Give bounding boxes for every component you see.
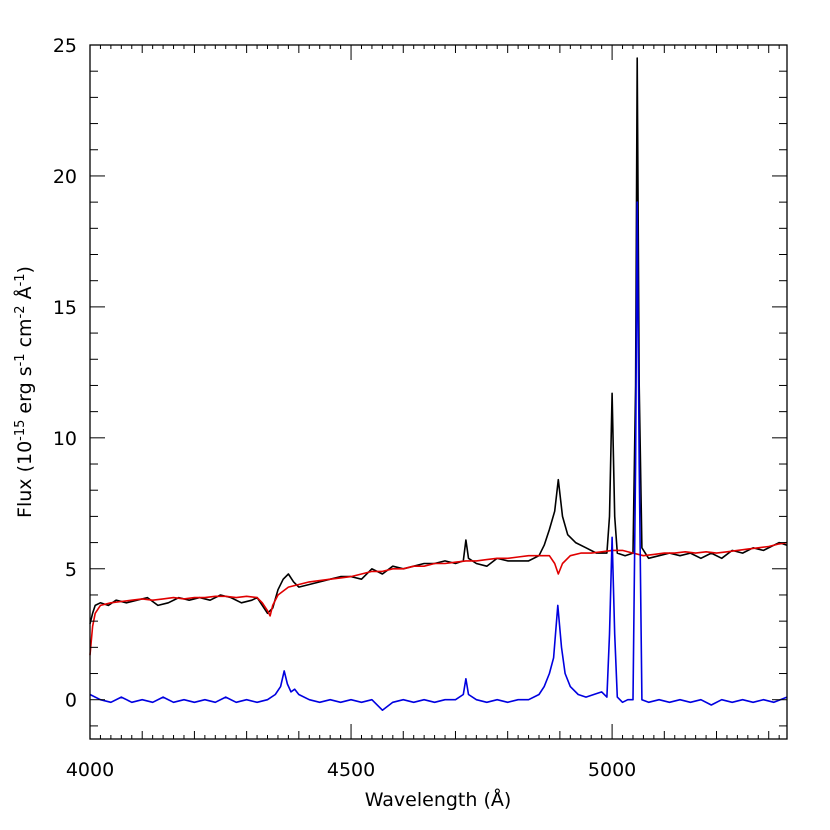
x-axis-label: Wavelength (Å) (365, 788, 512, 811)
y-tick-label: 25 (53, 35, 77, 57)
y-axis-label-part: erg s (14, 366, 36, 419)
plot-frame (89, 44, 788, 740)
y-axis-label-sup: -2 (13, 305, 28, 318)
x-tick-label: 5000 (588, 759, 636, 781)
y-axis-label-part: Flux (10 (14, 441, 36, 518)
x-tick-label: 4500 (327, 759, 375, 781)
y-axis-label-part: cm (14, 318, 36, 353)
series-line-3 (89, 201, 788, 711)
plot-lines (89, 57, 788, 711)
y-tick-label: 0 (65, 690, 77, 712)
y-tick-label: 20 (53, 166, 77, 188)
series-line-1 (89, 57, 788, 624)
series-line-2 (89, 541, 788, 656)
x-axis: 4000 4500 5000 (66, 45, 780, 781)
y-axis-label: Flux (10-15 erg s-1 cm-2 Å-1) (13, 266, 36, 518)
y-tick-label: 5 (65, 559, 77, 581)
y-tick-label: 10 (53, 428, 77, 450)
y-axis-label-sup: -1 (13, 273, 28, 286)
y-axis: 0 5 10 15 20 25 (53, 35, 787, 727)
y-axis-label-part: ) (14, 266, 36, 273)
y-tick-label: 15 (53, 297, 77, 319)
y-axis-label-sup: -1 (13, 353, 28, 366)
x-tick-label: 4000 (66, 759, 114, 781)
y-axis-label-sup: -15 (13, 420, 28, 441)
y-axis-label-part: Å (13, 286, 36, 305)
